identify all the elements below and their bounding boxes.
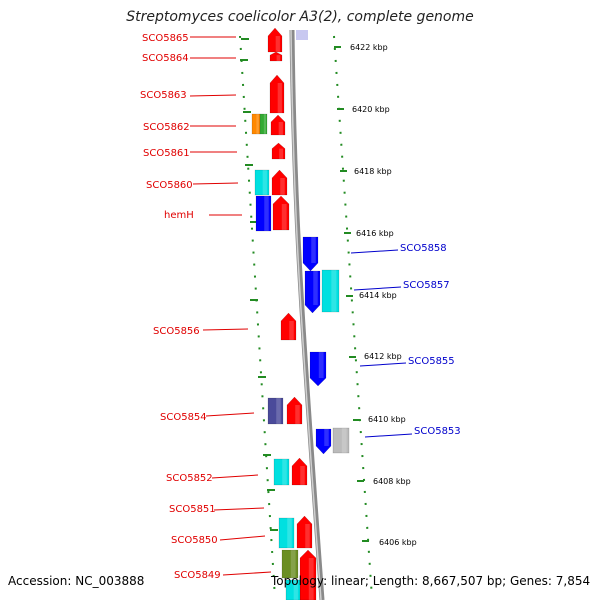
gene-sco5862-orange-shade: [256, 114, 259, 134]
leader-line-sco5854: [205, 412, 255, 417]
gene-label-sco5849: SCO5849: [174, 570, 221, 581]
leader-line-sco5855: [359, 362, 407, 367]
left-ruler-dots: [239, 35, 276, 599]
gene-sco5853-shade: [324, 429, 329, 446]
gene-sco5854-shade: [295, 405, 300, 424]
gene-label-hemh: hemH: [164, 210, 194, 221]
gene-sco5854-navy: [267, 397, 284, 425]
scale-label: 6418 kbp: [354, 167, 392, 176]
genome-title: Streptomyces coelicolor A3(2), complete …: [126, 9, 474, 25]
leader-line-sco5849: [222, 571, 272, 576]
scale-label: 6422 kbp: [350, 43, 388, 52]
gene-sco5862-green: [259, 113, 268, 135]
gene-sco5856-shade: [289, 321, 294, 340]
leader-line-sco5856: [202, 328, 249, 331]
gene-label-sco5858: SCO5858: [400, 243, 447, 254]
gene-sco5853: [315, 428, 332, 455]
gene-sco5858: [302, 236, 319, 272]
gene-sco5860: [271, 169, 288, 196]
gene-sco5865-shade: [275, 36, 280, 52]
right-ruler-dots: [333, 35, 373, 599]
gene-sco5865: [267, 27, 283, 53]
gene-label-sco5853: SCO5853: [414, 426, 461, 437]
gene-sco5850-cyan-shade: [287, 518, 292, 548]
gene-sco5850-cyan: [278, 517, 295, 549]
gene-label-sco5850: SCO5850: [171, 535, 218, 546]
gene-label-sco5863: SCO5863: [140, 90, 187, 101]
gene-sco5854-navy-shade: [276, 398, 281, 424]
leader-line-sco5850: [219, 535, 266, 541]
gene-sco5855-shade: [318, 352, 324, 378]
gene-sco5857-blue-shade: [313, 271, 318, 305]
gene-label-sco5854: SCO5854: [160, 412, 207, 423]
gene-label-sco5865: SCO5865: [142, 33, 189, 44]
leader-line-sco5858: [350, 249, 399, 254]
gene-hemh-blue: [255, 195, 272, 232]
gene-sco5860-cyan: [254, 169, 270, 196]
gene-sco5850-shade: [305, 524, 310, 548]
scale-label: 6414 kbp: [359, 291, 397, 300]
scale-label: 6412 kbp: [364, 352, 402, 361]
gene-sco5849-olive: [281, 549, 299, 579]
gene-sco5850: [296, 515, 313, 549]
gene-bottom-cyan: [285, 579, 301, 600]
gene-sco5849-shade: [308, 558, 314, 600]
gene-sco5854: [286, 396, 303, 425]
gene-sco5852-cyan: [273, 458, 290, 486]
viewport-marker: [296, 30, 308, 40]
leader-line-sco5863: [189, 94, 237, 97]
gene-label-sco5857: SCO5857: [403, 280, 450, 291]
leader-line-sco5852: [211, 474, 259, 479]
gene-sco5864: [269, 51, 283, 62]
gene-sco5862: [270, 114, 286, 136]
gene-label-sco5855: SCO5855: [408, 356, 455, 367]
genome-axis-highlight: [290, 29, 322, 600]
scale-label: 6420 kbp: [352, 105, 390, 114]
gene-hemh: [272, 195, 290, 231]
gene-sco5857-blue: [304, 270, 321, 314]
gene-label-sco5864: SCO5864: [142, 53, 189, 64]
gene-sco5862-green-shade: [263, 114, 266, 134]
gene-sco5862-shade: [278, 122, 283, 135]
gene-sco5857-cyan-shade: [331, 270, 337, 312]
scale-label: 6410 kbp: [368, 415, 406, 424]
gene-label-sco5862: SCO5862: [143, 122, 190, 133]
gene-sco5860-shade: [280, 178, 285, 195]
gene-sco5860-cyan-shade: [262, 170, 267, 195]
gene-sco5852-cyan-shade: [282, 459, 287, 485]
gene-sco5858-shade: [311, 237, 316, 263]
gene-sco5856: [280, 312, 297, 341]
gene-sco5855: [309, 351, 327, 387]
leader-line-sco5857: [353, 286, 402, 291]
leader-line-sco5853: [364, 433, 413, 438]
accession-label: Accession: NC_003888: [8, 574, 145, 588]
scale-label: 6406 kbp: [379, 538, 417, 547]
gene-hemh-blue-shade: [264, 196, 269, 231]
gene-sco5861: [271, 142, 286, 160]
gene-sco5852-shade: [300, 466, 305, 485]
gene-sco5853-grey-shade: [341, 428, 347, 453]
gene-label-sco5860: SCO5860: [146, 180, 193, 191]
gene-label-sco5852: SCO5852: [166, 473, 213, 484]
gene-sco5852: [291, 457, 308, 486]
scale-label: 6416 kbp: [356, 229, 394, 238]
scale-label: 6408 kbp: [373, 477, 411, 486]
gene-label-sco5856: SCO5856: [153, 326, 200, 337]
gene-sco5863: [269, 74, 285, 114]
gene-sco5863-shade: [277, 83, 282, 113]
gene-sco5864-shade: [276, 55, 281, 61]
gene-bottom-cyan-shade: [293, 580, 298, 600]
topology-label: Topology: linear; Length: 8,667,507 bp; …: [271, 574, 591, 588]
gene-sco5849-olive-shade: [290, 550, 296, 578]
leader-line-sco5860: [192, 182, 239, 185]
leader-line-sco5851: [213, 507, 265, 511]
gene-sco5861-shade: [279, 148, 284, 159]
gene-label-sco5861: SCO5861: [143, 148, 190, 159]
gene-hemh-shade: [281, 204, 287, 230]
gene-label-sco5851: SCO5851: [169, 504, 216, 515]
gene-sco5857-cyan: [321, 269, 340, 313]
gene-sco5853-grey: [332, 427, 350, 454]
genome-axis: [289, 29, 325, 600]
